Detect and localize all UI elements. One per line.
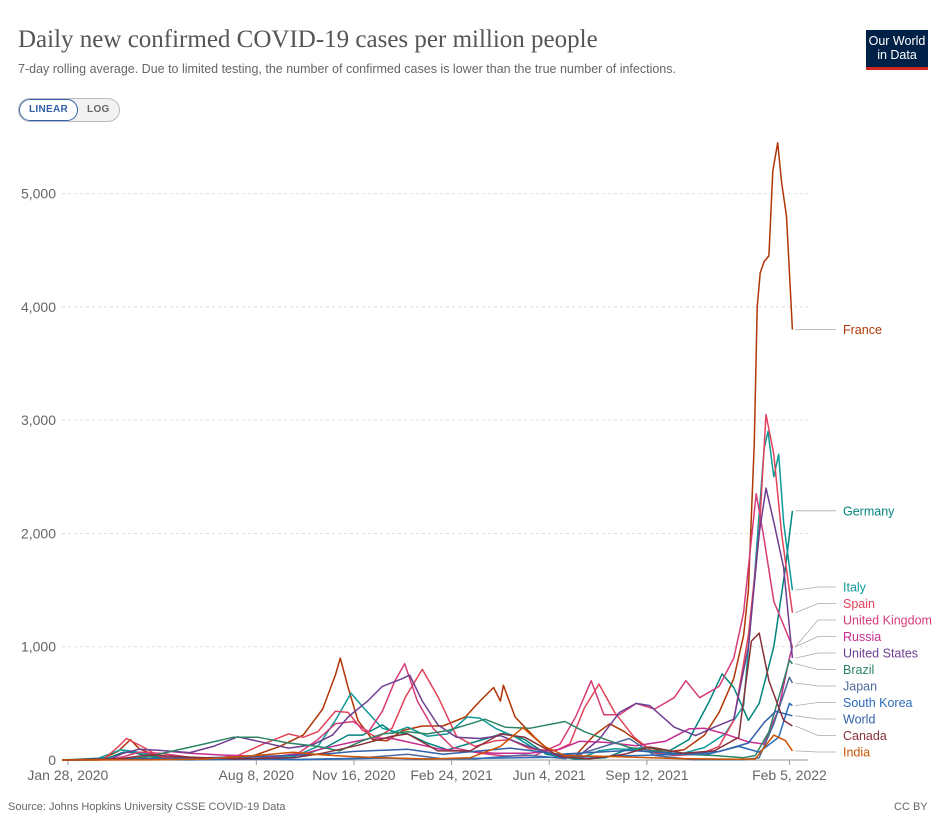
series-line-brazil[interactable] [61,659,793,761]
series-label-world[interactable]: World [843,713,875,727]
label-connector [795,636,836,648]
label-connector [795,652,836,659]
series-label-united-kingdom[interactable]: United Kingdom [843,614,932,628]
logo-line-1: Our World [868,34,926,48]
x-tick-label: Nov 16, 2020 [312,767,395,783]
series-label-united-states[interactable]: United States [843,647,918,661]
scale-toggle: LINEAR LOG [18,98,120,122]
series-label-russia[interactable]: Russia [843,630,881,644]
series-label-germany[interactable]: Germany [843,504,895,518]
x-axis: Jan 28, 2020 Aug 8, 2020 Nov 16, 2020 Feb 2… [27,760,827,783]
label-connector [795,725,836,736]
label-connector [795,586,836,591]
series-line-united-states[interactable] [61,487,794,761]
owid-logo[interactable]: Our World in Data [866,30,928,70]
series-labels: France Germany Italy Spain United Kingdom Rus… [795,323,932,760]
series-label-india[interactable]: India [843,746,870,760]
y-tick-label: 3,000 [21,412,56,428]
y-tick-label: 5,000 [21,186,56,202]
series-line-india[interactable] [61,726,794,761]
x-tick-label: Sep 12, 2021 [605,767,689,783]
label-connector [795,619,836,647]
label-connector [795,682,836,687]
series-line-germany[interactable] [61,510,794,761]
y-tick-label: 4,000 [21,299,56,315]
log-scale-button[interactable]: LOG [87,104,110,115]
y-tick-label: 1,000 [21,639,56,655]
series-lines [61,141,794,761]
source-note[interactable]: Source: Johns Hopkins University CSSE CO… [8,801,286,813]
x-tick-label: Feb 5, 2022 [752,767,827,783]
label-connector [795,603,836,614]
series-label-italy[interactable]: Italy [843,581,867,595]
y-tick-label: 0 [48,752,56,768]
x-tick-label: Jun 4, 2021 [513,767,586,783]
x-tick-label: Jan 28, 2020 [27,767,108,783]
series-label-brazil[interactable]: Brazil [843,663,874,677]
x-tick-label: Aug 8, 2020 [219,767,295,783]
label-connector [795,715,836,720]
logo-line-2: in Data [877,48,917,62]
series-label-spain[interactable]: Spain [843,597,875,611]
license-link[interactable]: CC BY [894,801,928,813]
series-line-france[interactable] [62,141,794,761]
series-line-spain[interactable] [61,413,794,761]
series-label-france[interactable]: France [843,323,882,337]
chart-subtitle: 7-day rolling average. Due to limited te… [18,62,676,76]
x-tick-label: Feb 24, 2021 [410,767,493,783]
series-label-canada[interactable]: Canada [843,729,887,743]
chart-title: Daily new confirmed COVID-19 cases per m… [18,26,598,53]
series-line-canada[interactable] [61,632,793,761]
linear-scale-button[interactable]: LINEAR [19,99,79,121]
series-line-italy[interactable] [61,430,794,761]
label-connector [795,702,836,706]
series-label-south-korea[interactable]: South Korea [843,696,913,710]
label-connector [795,663,836,670]
y-axis: 0 1,000 2,000 3,000 4,000 5,000 [21,186,56,768]
y-gridlines [62,193,808,761]
series-label-japan[interactable]: Japan [843,680,877,694]
label-connector [795,750,836,753]
y-tick-label: 2,000 [21,525,56,541]
